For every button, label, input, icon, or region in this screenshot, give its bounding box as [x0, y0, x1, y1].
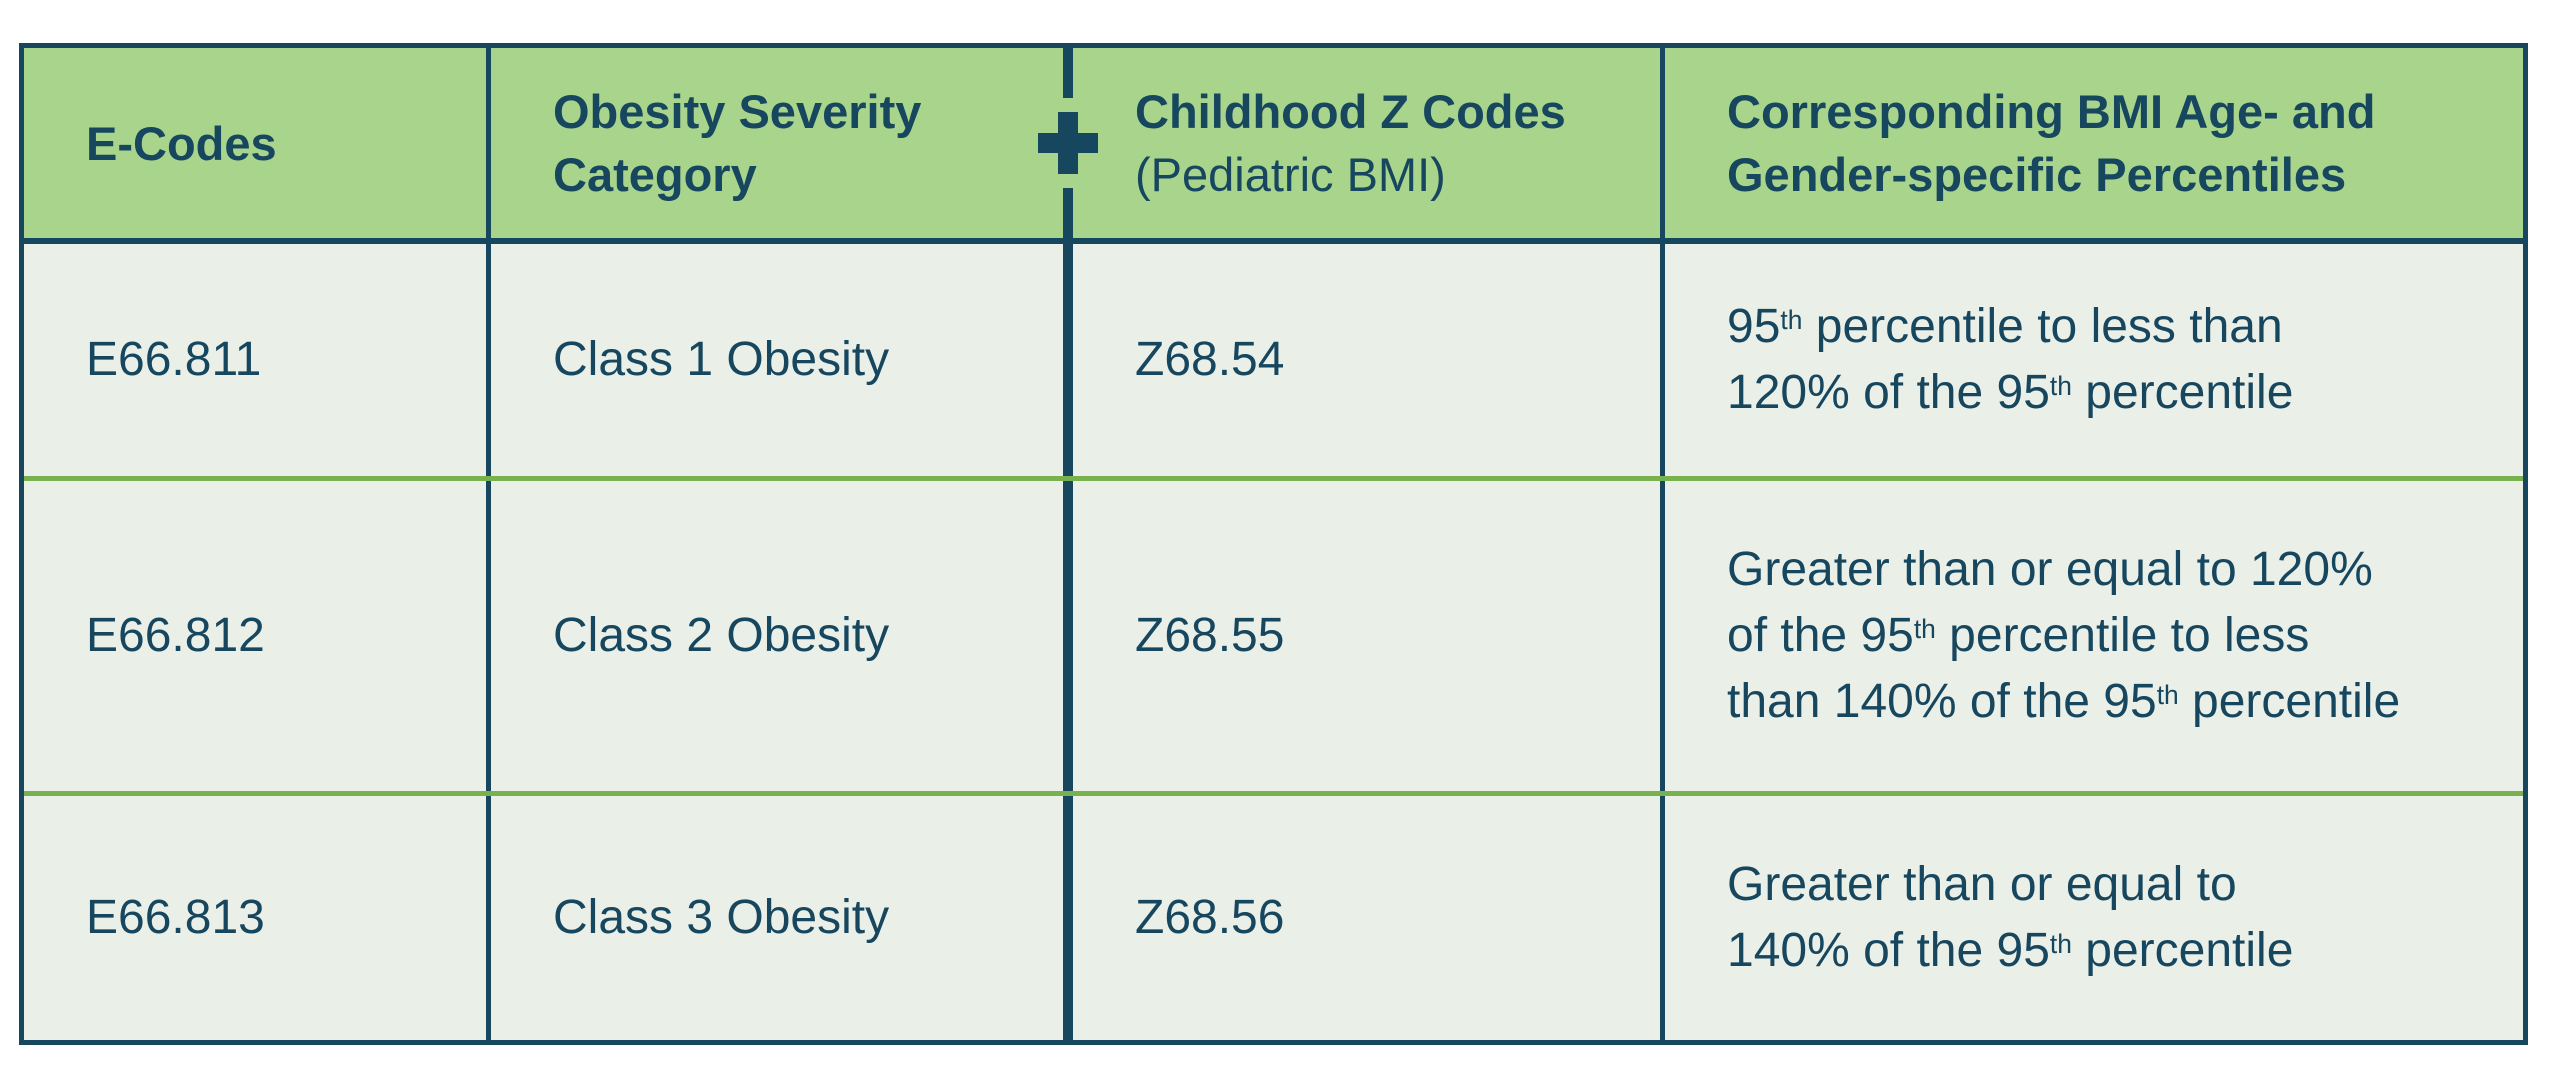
cell-severity-category: Class 2 Obesity	[486, 481, 1063, 791]
severity-value: Class 2 Obesity	[553, 609, 890, 662]
cell-z-code: Z68.56	[1063, 796, 1660, 1040]
cell-percentile-range: Greater than or equal to 120% of the 95th…	[1660, 481, 2523, 791]
plus-icon	[1036, 98, 1100, 188]
cell-severity-category: Class 1 Obesity	[486, 244, 1063, 476]
cell-z-code: Z68.55	[1063, 481, 1660, 791]
percentile-value: 95th percentile to less than 120% of the …	[1727, 300, 2294, 419]
table-row: E66.811 Class 1 Obesity Z68.54 95th perc…	[24, 244, 2523, 481]
table-row: E66.812 Class 2 Obesity Z68.55 Greater t…	[24, 481, 2523, 796]
z-code-value: Z68.56	[1135, 891, 1285, 944]
z-code-value: Z68.55	[1135, 609, 1285, 662]
obesity-coding-table: E-Codes Obesity Severity Category Childho…	[19, 43, 2528, 1045]
severity-value: Class 3 Obesity	[553, 891, 890, 944]
table-header-row: E-Codes Obesity Severity Category Childho…	[24, 48, 2523, 244]
table-row: E66.813 Class 3 Obesity Z68.56 Greater t…	[24, 796, 2523, 1040]
cell-z-code: Z68.54	[1063, 244, 1660, 476]
header-bmi-percentiles: Corresponding BMI Age- and Gender-specifi…	[1660, 48, 2523, 238]
cell-e-code: E66.813	[24, 796, 486, 1040]
cell-e-code: E66.811	[24, 244, 486, 476]
cell-e-code: E66.812	[24, 481, 486, 791]
header-severity-label: Obesity Severity Category	[553, 85, 922, 201]
percentile-value: Greater than or equal to 120% of the 95th…	[1727, 543, 2401, 728]
severity-value: Class 1 Obesity	[553, 333, 890, 386]
header-childhood-z-codes: Childhood Z Codes (Pediatric BMI)	[1063, 48, 1660, 238]
header-e-codes: E-Codes	[24, 48, 486, 238]
percentile-value: Greater than or equal to 140% of the 95th…	[1727, 858, 2294, 977]
cell-percentile-range: 95th percentile to less than 120% of the …	[1660, 244, 2523, 476]
header-z-codes-title: Childhood Z Codes	[1135, 85, 1566, 138]
cell-severity-category: Class 3 Obesity	[486, 796, 1063, 1040]
cell-percentile-range: Greater than or equal to 140% of the 95th…	[1660, 796, 2523, 1040]
header-e-codes-label: E-Codes	[86, 116, 277, 170]
z-code-value: Z68.54	[1135, 333, 1285, 386]
e-code-value: E66.811	[86, 333, 262, 386]
header-obesity-severity-category: Obesity Severity Category	[486, 48, 1063, 238]
plus-icon-glyph	[1038, 112, 1098, 174]
e-code-value: E66.813	[86, 891, 265, 944]
e-code-value: E66.812	[86, 609, 265, 662]
header-z-codes-subtitle: (Pediatric BMI)	[1135, 148, 1446, 201]
header-percentiles-label: Corresponding BMI Age- and Gender-specifi…	[1727, 85, 2376, 201]
